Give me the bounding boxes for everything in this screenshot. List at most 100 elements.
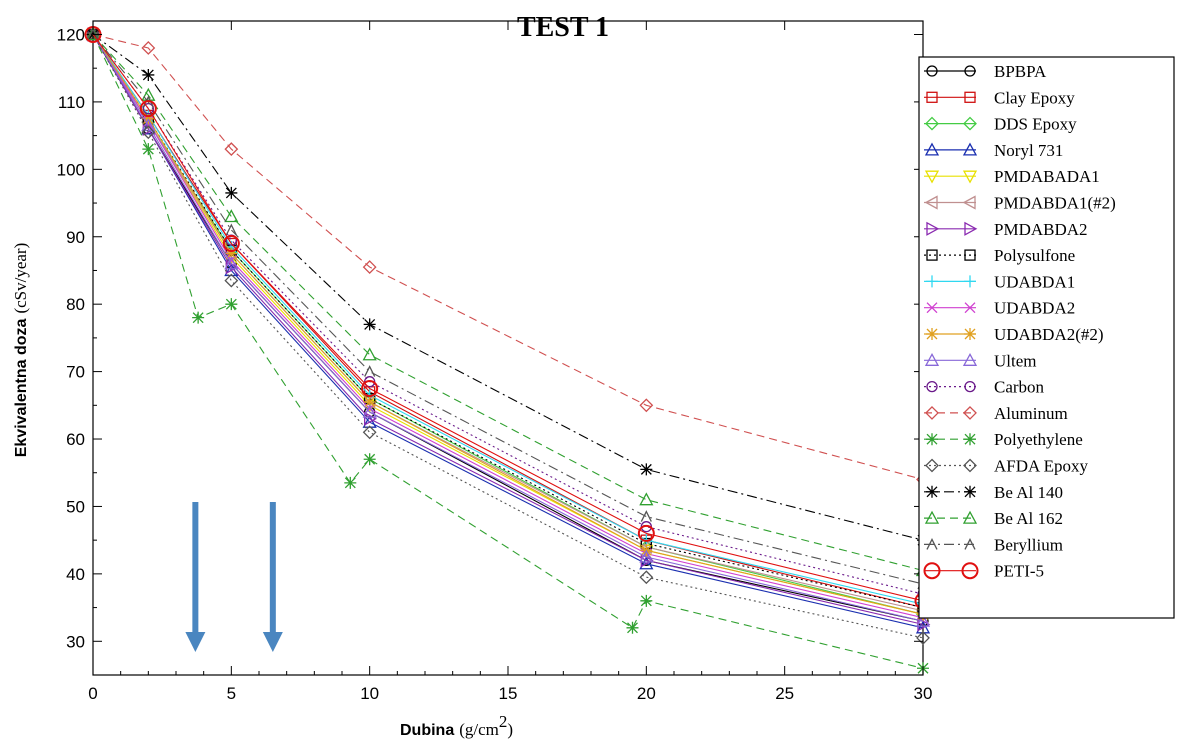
x-tick-label: 20: [637, 684, 656, 703]
data-point: [224, 256, 239, 270]
data-point: [224, 209, 239, 223]
x-tick-label: 5: [227, 684, 236, 703]
data-point: [362, 404, 377, 418]
series-line: [92, 34, 924, 585]
x-axis-unit-end: ): [507, 720, 513, 739]
legend-label: Carbon: [994, 378, 1045, 397]
legend-marker: [924, 195, 938, 210]
legend-label: PETI-5: [994, 562, 1044, 581]
legend-item: Ultem: [924, 351, 1037, 370]
data-point: [142, 102, 154, 115]
data-point: [362, 260, 377, 275]
series-11: [85, 27, 931, 627]
legend-marker: [964, 91, 976, 103]
data-point: [141, 118, 156, 132]
y-tick-label: 110: [58, 93, 85, 112]
data-point: [640, 510, 652, 522]
legend: BPBPA Clay Epoxy DDS Epoxy Noryl 731 PMDABAD…: [923, 62, 1116, 581]
legend-item: UDABDA2: [924, 299, 1075, 318]
data-point: [639, 549, 654, 563]
data-point: [639, 570, 654, 585]
legend-marker: [961, 562, 979, 580]
legend-marker: [962, 142, 978, 156]
data-point: [361, 379, 379, 397]
legend-item: BPBPA: [924, 62, 1047, 81]
data-point: [639, 398, 654, 413]
arrow-head: [185, 632, 206, 652]
legend-item: Aluminum: [924, 404, 1068, 423]
x-axis: 0 5 10 15 20 25 30: [88, 21, 932, 703]
legend-marker: [926, 433, 938, 446]
arrow-head: [262, 632, 283, 652]
plot-area: [84, 25, 932, 675]
series-line: [92, 34, 924, 615]
series-15: [86, 27, 930, 645]
x-axis-label: Dubina: [400, 722, 454, 739]
y-tick-label: 120: [57, 25, 85, 44]
y-tick-label: 40: [66, 565, 85, 584]
legend-marker: [962, 352, 978, 366]
series-line: [92, 34, 924, 629]
legend-item: Clay Epoxy: [924, 88, 1075, 107]
data-point: [362, 347, 377, 361]
series-8: [87, 28, 929, 611]
legend-item: AFDA Epoxy: [924, 457, 1088, 476]
x-axis-unit-superscript: 2: [499, 712, 508, 731]
legend-marker: [963, 458, 977, 473]
legend-marker: [964, 537, 976, 550]
series-line: [92, 33, 924, 481]
legend-item: Be Al 162: [924, 509, 1063, 528]
x-tick-label: 10: [360, 684, 379, 703]
x-tick-label: 0: [88, 684, 97, 703]
legend-marker: [964, 65, 976, 77]
legend-marker: [926, 65, 938, 77]
legend-label: Aluminum: [994, 404, 1068, 423]
legend-marker: [962, 195, 976, 210]
data-point: [225, 298, 238, 311]
y-axis-unit: (cSv/year): [11, 243, 30, 314]
data-point: [364, 411, 378, 426]
data-point: [626, 621, 639, 634]
legend-label: Noryl 731: [994, 141, 1063, 160]
data-point: [363, 453, 376, 466]
y-tick-label: 70: [66, 363, 85, 382]
series-line: [92, 34, 924, 605]
legend-marker: [924, 142, 940, 156]
legend-marker: [962, 510, 978, 524]
series-7: [87, 28, 929, 614]
legend-marker: [925, 458, 939, 473]
legend-label: BPBPA: [994, 62, 1047, 81]
data-point: [141, 41, 156, 55]
x-axis-unit: (g/cm: [459, 720, 499, 739]
data-point: [344, 476, 357, 489]
legend-marker: [923, 562, 941, 580]
legend-item: UDABDA1: [924, 272, 1075, 291]
legend-marker: [924, 510, 940, 524]
legend-label: UDABDA2(#2): [994, 325, 1104, 344]
legend-marker: [964, 380, 976, 393]
legend-label: UDABDA2: [994, 299, 1075, 318]
data-point: [225, 247, 238, 260]
legend-marker: [964, 221, 978, 236]
series-12: [87, 28, 929, 600]
chart-title: TEST 1: [517, 12, 609, 43]
series-line: [92, 34, 924, 609]
legend-label: Be Al 162: [994, 509, 1063, 528]
data-point: [364, 365, 376, 377]
series-line: [92, 34, 924, 669]
legend-label: AFDA Epoxy: [994, 457, 1088, 476]
series-line: [92, 34, 924, 609]
x-tick-label: 25: [775, 684, 794, 703]
series-line: [92, 34, 924, 602]
y-tick-label: 90: [66, 228, 85, 247]
y-tick-label: 50: [66, 497, 85, 516]
series-16: [87, 28, 929, 547]
legend-marker: [926, 249, 938, 261]
legend-marker: [964, 328, 976, 340]
legend-item: DDS Epoxy: [924, 115, 1077, 134]
series-line: [92, 34, 924, 572]
series-3: [85, 27, 931, 634]
legend-marker: [925, 116, 939, 131]
legend-label: PMDABDA1(#2): [994, 194, 1116, 213]
legend-marker: [963, 116, 977, 131]
